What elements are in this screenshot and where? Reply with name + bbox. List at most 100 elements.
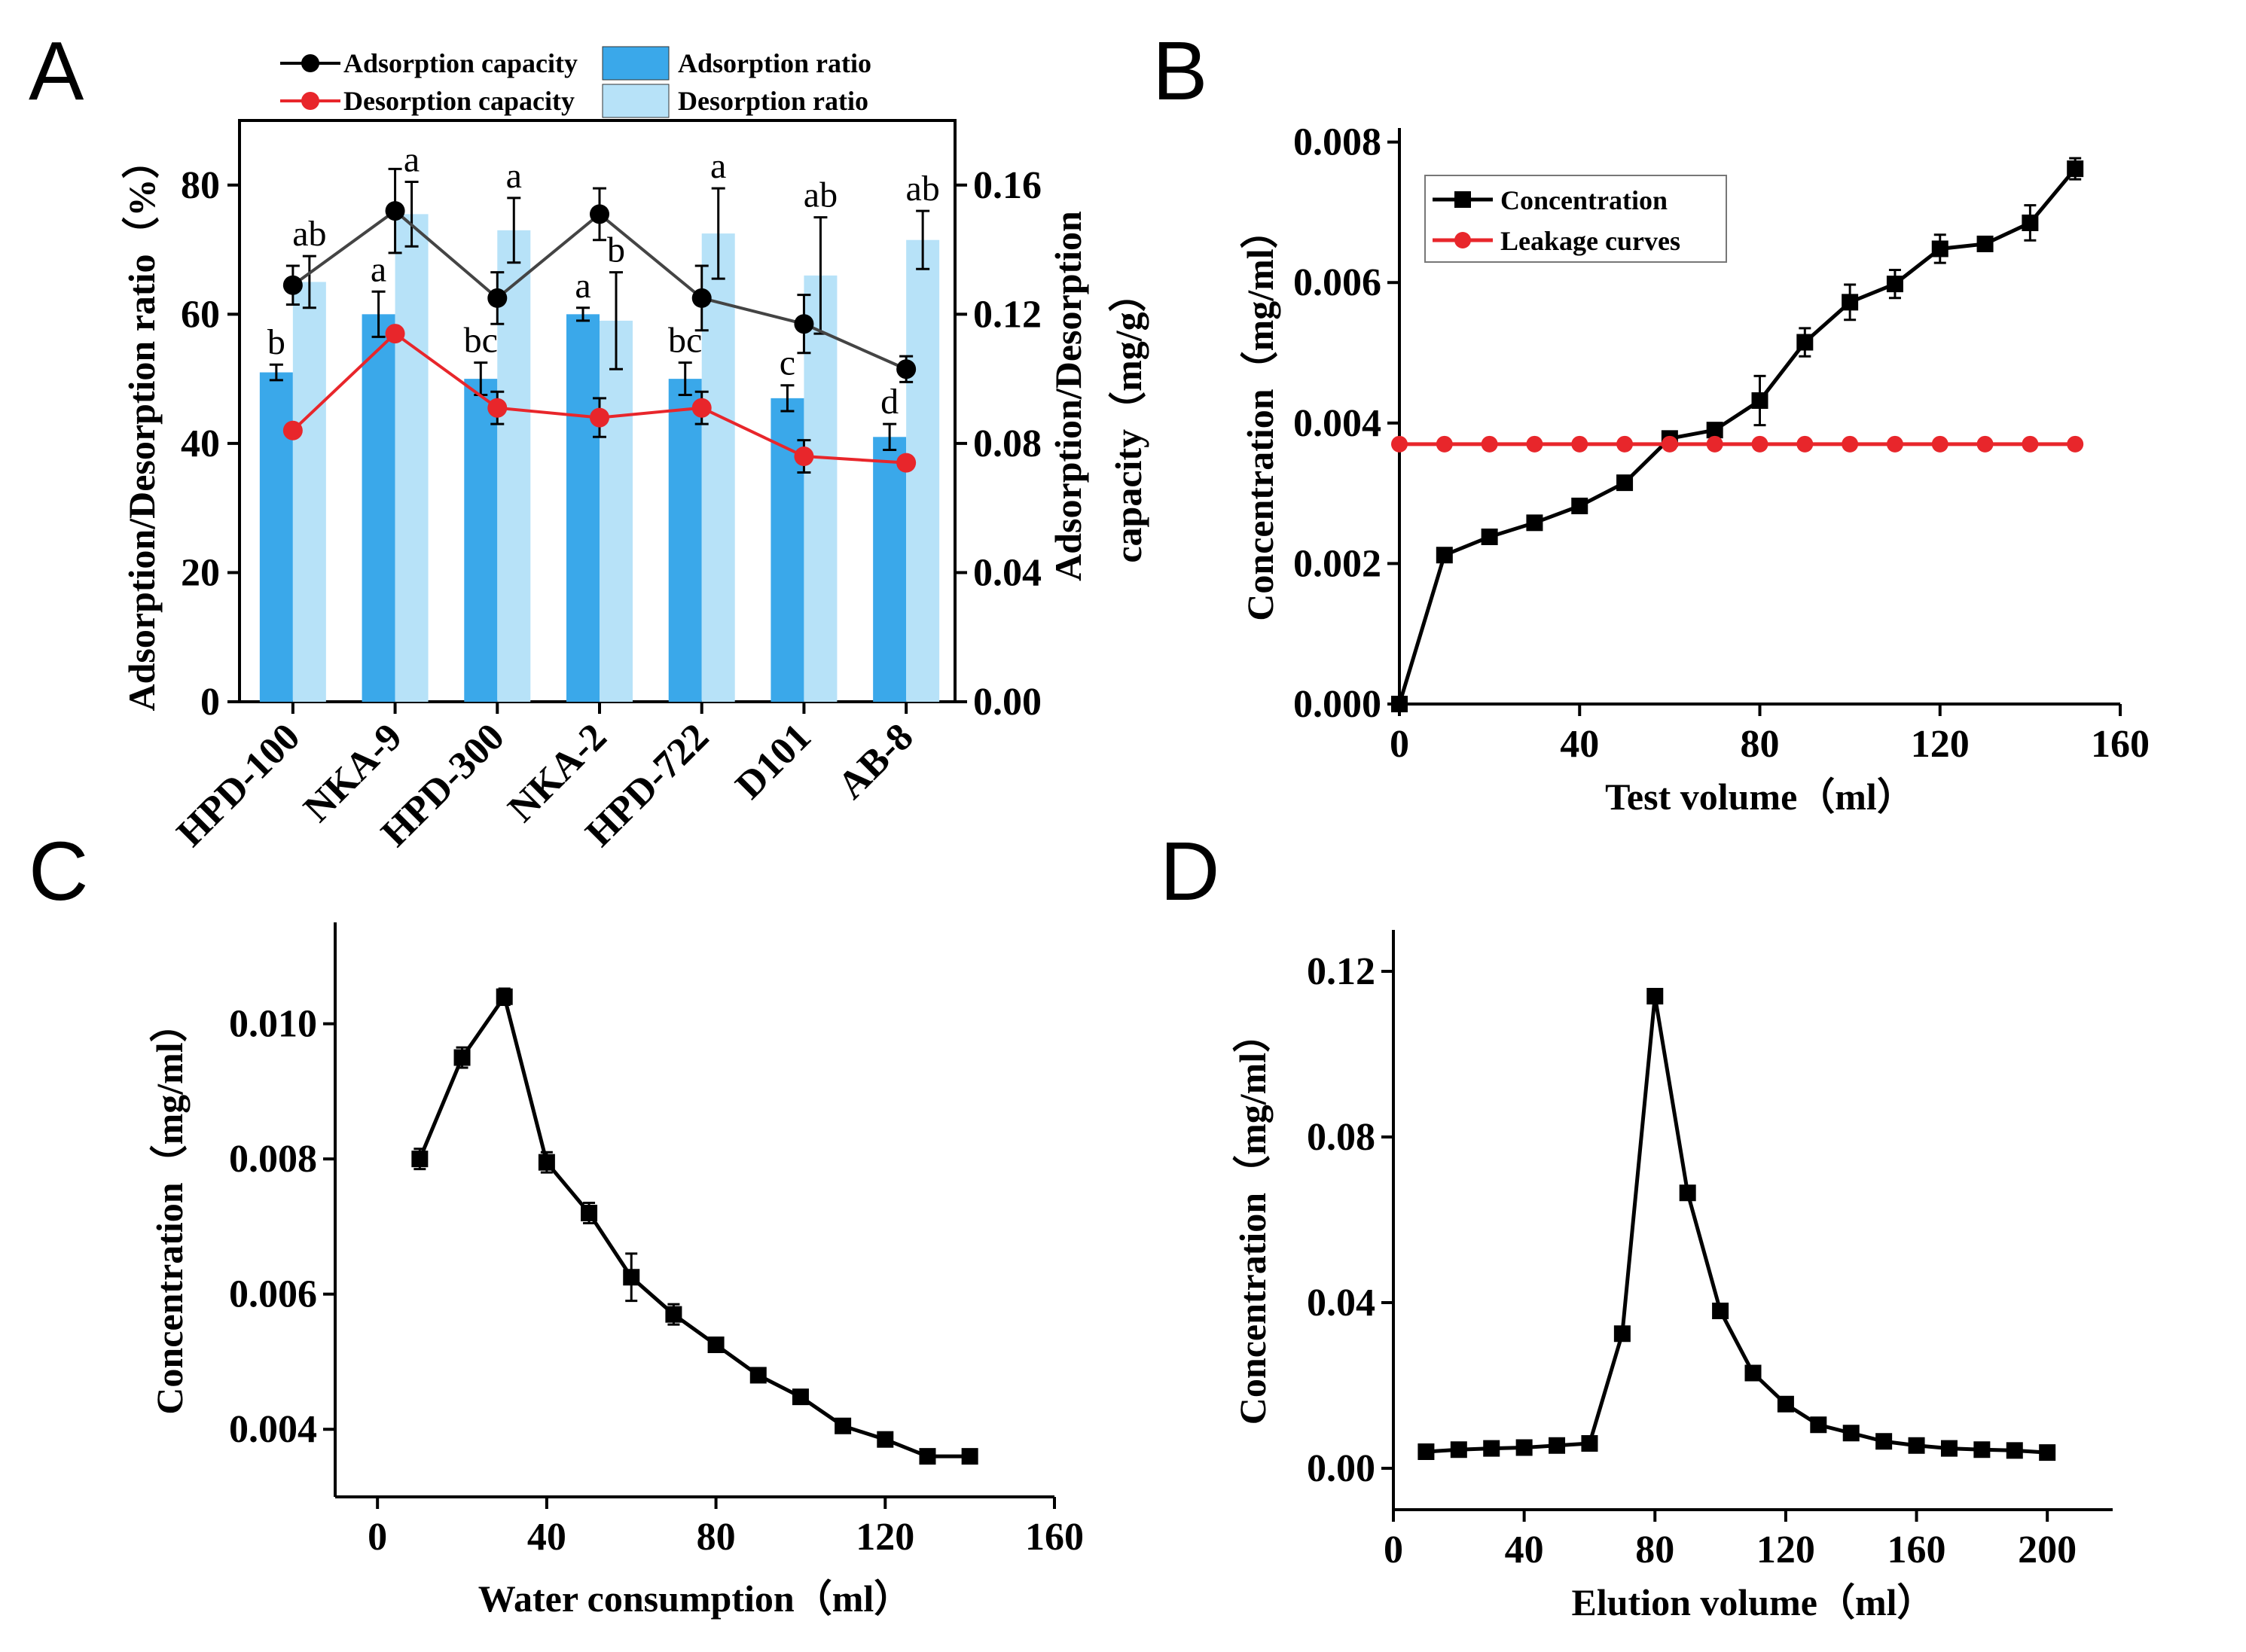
data-point (1613, 1325, 1631, 1343)
legend-label: Adsorption ratio (678, 48, 871, 78)
legend-label: Concentration (1500, 185, 1668, 215)
x-tick-label: 40 (527, 1516, 566, 1559)
data-point (1549, 1437, 1566, 1454)
point-desorption-capacity (896, 453, 917, 473)
y-tick-label: 0.004 (1293, 402, 1381, 445)
bar-desorption-ratio (600, 320, 633, 702)
significance-label: a (371, 249, 386, 289)
y-tick-label: 0.12 (1307, 950, 1375, 993)
significance-label: a (575, 266, 590, 306)
data-point (1706, 435, 1723, 453)
legend-marker (1454, 232, 1471, 248)
bar-adsorption-ratio (566, 314, 600, 702)
y-tick-label: 0.010 (229, 1003, 317, 1046)
legend-marker (301, 92, 319, 110)
bar-adsorption-ratio (873, 437, 907, 702)
data-point (1886, 435, 1903, 453)
data-point (2022, 435, 2039, 453)
y-tick-label: 0.002 (1293, 542, 1381, 585)
point-desorption-capacity (282, 420, 303, 440)
data-point (1875, 1433, 1893, 1450)
significance-label: b (267, 322, 285, 362)
data-point (496, 988, 513, 1005)
point-desorption-capacity (691, 398, 712, 418)
x-tick-label: 200 (2018, 1529, 2077, 1571)
significance-label: a (506, 156, 522, 196)
bar-adsorption-ratio (464, 379, 498, 702)
significance-label: b (607, 230, 625, 270)
panel-c-chart: 0 40 80 120 160 0.004 0.006 0.008 0.010 Water con… (148, 922, 1084, 1620)
point-adsorption-capacity (487, 288, 508, 308)
significance-label: ab (804, 175, 838, 215)
x-tick-label: 40 (1505, 1529, 1544, 1571)
x-tick-label: HPD-100 (169, 715, 308, 855)
data-point (1976, 435, 1994, 453)
x-axis-label: Elution volume（ml） (1572, 1581, 1935, 1623)
data-point (1796, 435, 1814, 453)
significance-label: bc (464, 321, 498, 361)
y2-tick-label: 0.08 (973, 422, 1042, 465)
panel-label-d: D (1160, 825, 1219, 918)
significance-label: bc (668, 321, 702, 361)
data-point (835, 1417, 852, 1434)
x-tick-label: 120 (1911, 723, 1970, 766)
point-adsorption-capacity (896, 359, 917, 379)
panel-b-chart: 0 40 80 120 160 0.000 0.002 0.004 0.006 0.008 Test… (1239, 121, 2150, 818)
series-line-concentration (1426, 995, 2048, 1455)
point-adsorption-capacity (794, 314, 814, 334)
x-tick-label: 160 (2091, 723, 2150, 766)
data-point (1931, 240, 1948, 258)
legend-marker (301, 54, 319, 72)
data-point (1616, 435, 1634, 453)
x-tick-label: 80 (1741, 723, 1780, 766)
y-tick-label: 0.04 (1307, 1282, 1375, 1324)
data-point (961, 1448, 978, 1465)
data-point (1483, 1440, 1500, 1457)
y-tick-label: 0.004 (229, 1408, 317, 1451)
y-axis-label: Concentration（mg/ml） (1239, 211, 1281, 620)
x-axis-label: Water consumption（ml） (478, 1577, 912, 1620)
data-point (877, 1431, 894, 1448)
data-point (1751, 435, 1768, 453)
legend-swatch (602, 46, 670, 81)
x-tick-label: 160 (1887, 1529, 1946, 1571)
point-desorption-capacity (385, 324, 405, 344)
data-point (1436, 547, 1453, 564)
panel-label-b: B (1152, 25, 1207, 117)
x-tick-label: 120 (1756, 1529, 1815, 1571)
y-tick-label: 0 (200, 681, 220, 724)
data-point (1842, 435, 1859, 453)
legend-marker (1454, 191, 1471, 208)
y-tick-label: 0.000 (1293, 683, 1381, 726)
x-tick-label: 0 (1384, 1529, 1403, 1571)
panel-label-a: A (29, 25, 84, 117)
data-point (1661, 435, 1678, 453)
y-tick-label: 60 (181, 293, 220, 336)
data-point (1417, 1443, 1435, 1460)
y2-axis-label-line1: Adsorption/Desorption (1047, 211, 1089, 581)
x-tick-label: 160 (1025, 1516, 1084, 1559)
data-point (1908, 1437, 1925, 1454)
x-tick-label: 40 (1560, 723, 1599, 766)
series-line-concentration (418, 992, 970, 1458)
data-point (1744, 1364, 1762, 1382)
data-point (1481, 435, 1498, 453)
data-point (1391, 435, 1408, 453)
panel-label-c: C (29, 825, 88, 918)
point-adsorption-capacity (590, 204, 609, 224)
data-point (1976, 235, 1994, 252)
significance-label: a (404, 139, 420, 179)
significance-label: ab (905, 169, 939, 209)
data-point (1751, 392, 1768, 409)
significance-label: c (780, 343, 795, 383)
data-point (665, 1306, 682, 1323)
data-point (1450, 1441, 1467, 1458)
x-tick-label: 0 (1390, 723, 1409, 766)
x-tick-label: 0 (368, 1516, 387, 1559)
y-tick-label: 0.08 (1307, 1116, 1375, 1159)
y2-tick-label: 0.16 (973, 164, 1042, 207)
point-desorption-capacity (590, 407, 609, 428)
data-point (1571, 435, 1588, 453)
data-point (538, 1154, 555, 1171)
data-point (1810, 1416, 1827, 1434)
